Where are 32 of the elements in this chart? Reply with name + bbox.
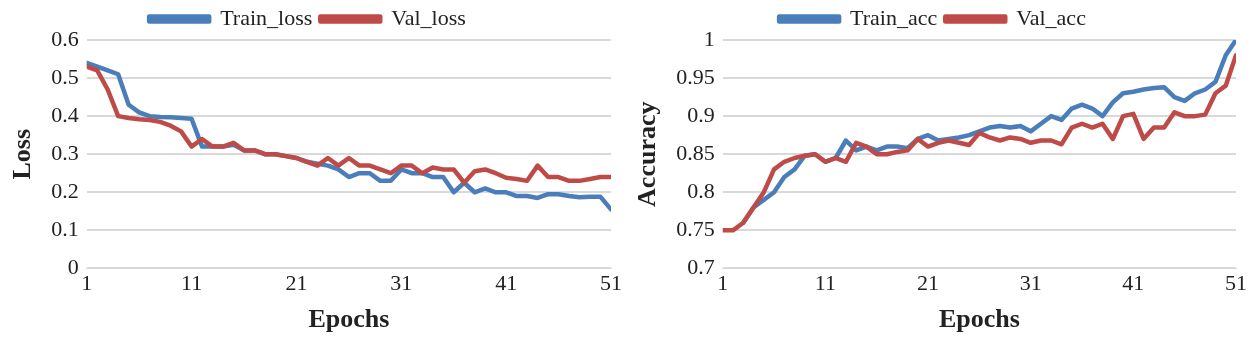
x-tick-label: 31 <box>390 270 413 296</box>
y-tick-label: 1 <box>703 25 715 51</box>
y-axis-title: Loss <box>7 128 37 180</box>
y-tick-label: 0.7 <box>687 254 715 280</box>
x-tick-label: 31 <box>1019 270 1042 296</box>
y-tick-label: 0 <box>67 254 79 280</box>
y-tick-label: 0.9 <box>687 101 715 127</box>
y-tick-label: 0.2 <box>51 178 79 204</box>
y-tick-label: 0.8 <box>687 178 715 204</box>
y-tick-label: 0.5 <box>51 63 79 89</box>
legend-label: Train_acc <box>850 4 938 30</box>
legend-label: Val_acc <box>1016 4 1087 30</box>
x-axis-title: Epochs <box>308 304 390 334</box>
x-tick-label: 51 <box>1225 270 1247 296</box>
x-axis-title: Epochs <box>938 304 1020 334</box>
y-tick-label: 0.95 <box>676 63 715 89</box>
x-tick-label: 21 <box>285 270 308 296</box>
legend-label: Val_loss <box>391 4 466 30</box>
x-tick-label: 21 <box>917 270 940 296</box>
y-tick-label: 0.6 <box>51 25 79 51</box>
y-tick-label: 0.1 <box>51 216 79 242</box>
x-tick-label: 11 <box>814 270 836 296</box>
y-tick-label: 0.75 <box>676 216 715 242</box>
y-tick-label: 0.4 <box>51 101 79 127</box>
y-tick-label: 0.85 <box>676 139 715 165</box>
x-tick-label: 11 <box>180 270 203 296</box>
x-tick-label: 51 <box>600 270 622 296</box>
y-tick-label: 0.3 <box>51 139 79 165</box>
x-tick-label: 41 <box>495 270 518 296</box>
x-tick-label: 41 <box>1122 270 1145 296</box>
y-axis-title: Accuracy <box>632 101 662 207</box>
legend-label: Train_loss <box>220 4 313 30</box>
